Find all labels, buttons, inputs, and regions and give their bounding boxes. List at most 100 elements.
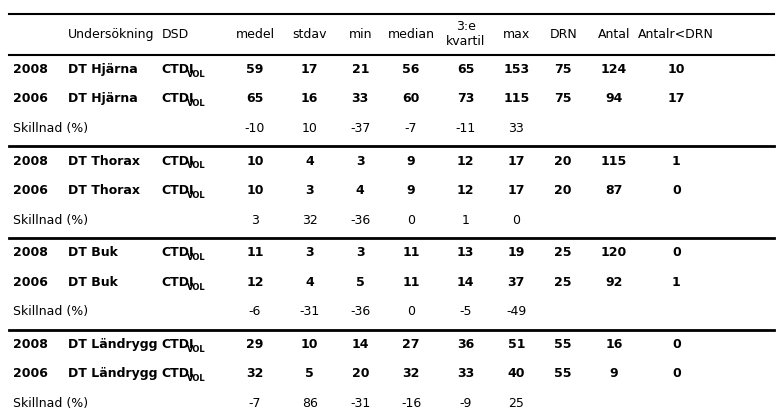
Text: DT Hjärna: DT Hjärna — [67, 63, 138, 76]
Text: VOL: VOL — [187, 70, 206, 79]
Text: 75: 75 — [554, 63, 572, 76]
Text: medel: medel — [236, 28, 275, 40]
Text: 2006: 2006 — [13, 276, 48, 289]
Text: 10: 10 — [246, 154, 264, 168]
Text: 115: 115 — [503, 93, 529, 105]
Text: Skillnad (%): Skillnad (%) — [13, 122, 88, 135]
Text: 32: 32 — [301, 214, 317, 227]
Text: 2008: 2008 — [13, 338, 48, 351]
Text: 20: 20 — [554, 184, 572, 197]
Text: median: median — [388, 28, 435, 40]
Text: 10: 10 — [668, 63, 685, 76]
Text: 87: 87 — [605, 184, 622, 197]
Text: 25: 25 — [508, 397, 525, 410]
Text: 25: 25 — [554, 246, 572, 259]
Text: 60: 60 — [402, 93, 420, 105]
Text: -31: -31 — [350, 397, 370, 410]
Text: -10: -10 — [245, 122, 265, 135]
Text: 5: 5 — [356, 276, 365, 289]
Text: 0: 0 — [407, 305, 415, 318]
Text: 4: 4 — [305, 154, 314, 168]
Text: Undersökning: Undersökning — [67, 28, 154, 40]
Text: 11: 11 — [402, 276, 420, 289]
Text: 10: 10 — [301, 122, 318, 135]
Text: 25: 25 — [554, 276, 572, 289]
Text: 16: 16 — [301, 93, 318, 105]
Text: 11: 11 — [402, 246, 420, 259]
Text: -16: -16 — [401, 397, 421, 410]
Text: -5: -5 — [460, 305, 472, 318]
Text: 0: 0 — [672, 246, 680, 259]
Text: 120: 120 — [601, 246, 627, 259]
Text: 59: 59 — [247, 63, 264, 76]
Text: -36: -36 — [350, 305, 370, 318]
Text: 3: 3 — [305, 184, 314, 197]
Text: 0: 0 — [512, 214, 521, 227]
Text: 4: 4 — [305, 276, 314, 289]
Text: 73: 73 — [457, 93, 474, 105]
Text: 29: 29 — [247, 338, 264, 351]
Text: 33: 33 — [457, 368, 474, 380]
Text: CTDI: CTDI — [161, 63, 194, 76]
Text: 36: 36 — [457, 338, 474, 351]
Text: -6: -6 — [249, 305, 262, 318]
Text: 14: 14 — [352, 338, 369, 351]
Text: max: max — [503, 28, 530, 40]
Text: VOL: VOL — [187, 375, 206, 383]
Text: CTDI: CTDI — [161, 368, 194, 380]
Text: 9: 9 — [406, 184, 415, 197]
Text: stdav: stdav — [292, 28, 327, 40]
Text: DT Hjärna: DT Hjärna — [67, 93, 138, 105]
Text: 12: 12 — [456, 184, 474, 197]
Text: Antalr<DRN: Antalr<DRN — [638, 28, 714, 40]
Text: -37: -37 — [350, 122, 370, 135]
Text: 20: 20 — [352, 368, 369, 380]
Text: 20: 20 — [554, 154, 572, 168]
Text: 153: 153 — [503, 63, 529, 76]
Text: 2008: 2008 — [13, 246, 48, 259]
Text: 2008: 2008 — [13, 154, 48, 168]
Text: CTDI: CTDI — [161, 93, 194, 105]
Text: 3: 3 — [356, 154, 365, 168]
Text: 1: 1 — [672, 154, 680, 168]
Text: 37: 37 — [507, 276, 525, 289]
Text: -31: -31 — [299, 305, 319, 318]
Text: DT Thorax: DT Thorax — [67, 154, 139, 168]
Text: -7: -7 — [405, 122, 417, 135]
Text: 17: 17 — [507, 184, 525, 197]
Text: 2006: 2006 — [13, 368, 48, 380]
Text: CTDI: CTDI — [161, 338, 194, 351]
Text: 17: 17 — [507, 154, 525, 168]
Text: -11: -11 — [456, 122, 476, 135]
Text: 32: 32 — [247, 368, 264, 380]
Text: 55: 55 — [554, 368, 572, 380]
Text: Skillnad (%): Skillnad (%) — [13, 305, 88, 318]
Text: VOL: VOL — [187, 253, 206, 262]
Text: 32: 32 — [402, 368, 420, 380]
Text: 94: 94 — [605, 93, 622, 105]
Text: DT Thorax: DT Thorax — [67, 184, 139, 197]
Text: 0: 0 — [672, 368, 680, 380]
Text: 75: 75 — [554, 93, 572, 105]
Text: 65: 65 — [457, 63, 474, 76]
Text: DT Ländrygg: DT Ländrygg — [67, 368, 157, 380]
Text: DSD: DSD — [161, 28, 189, 40]
Text: 2006: 2006 — [13, 184, 48, 197]
Text: 3: 3 — [305, 246, 314, 259]
Text: 65: 65 — [247, 93, 264, 105]
Text: 3: 3 — [251, 214, 259, 227]
Text: 56: 56 — [402, 63, 420, 76]
Text: 27: 27 — [402, 338, 420, 351]
Text: 9: 9 — [406, 154, 415, 168]
Text: 92: 92 — [605, 276, 622, 289]
Text: 40: 40 — [507, 368, 525, 380]
Text: 16: 16 — [605, 338, 622, 351]
Text: 17: 17 — [301, 63, 319, 76]
Text: 10: 10 — [301, 338, 319, 351]
Text: 51: 51 — [507, 338, 525, 351]
Text: 1: 1 — [672, 276, 680, 289]
Text: VOL: VOL — [187, 282, 206, 292]
Text: CTDI: CTDI — [161, 184, 194, 197]
Text: 33: 33 — [508, 122, 524, 135]
Text: 55: 55 — [554, 338, 572, 351]
